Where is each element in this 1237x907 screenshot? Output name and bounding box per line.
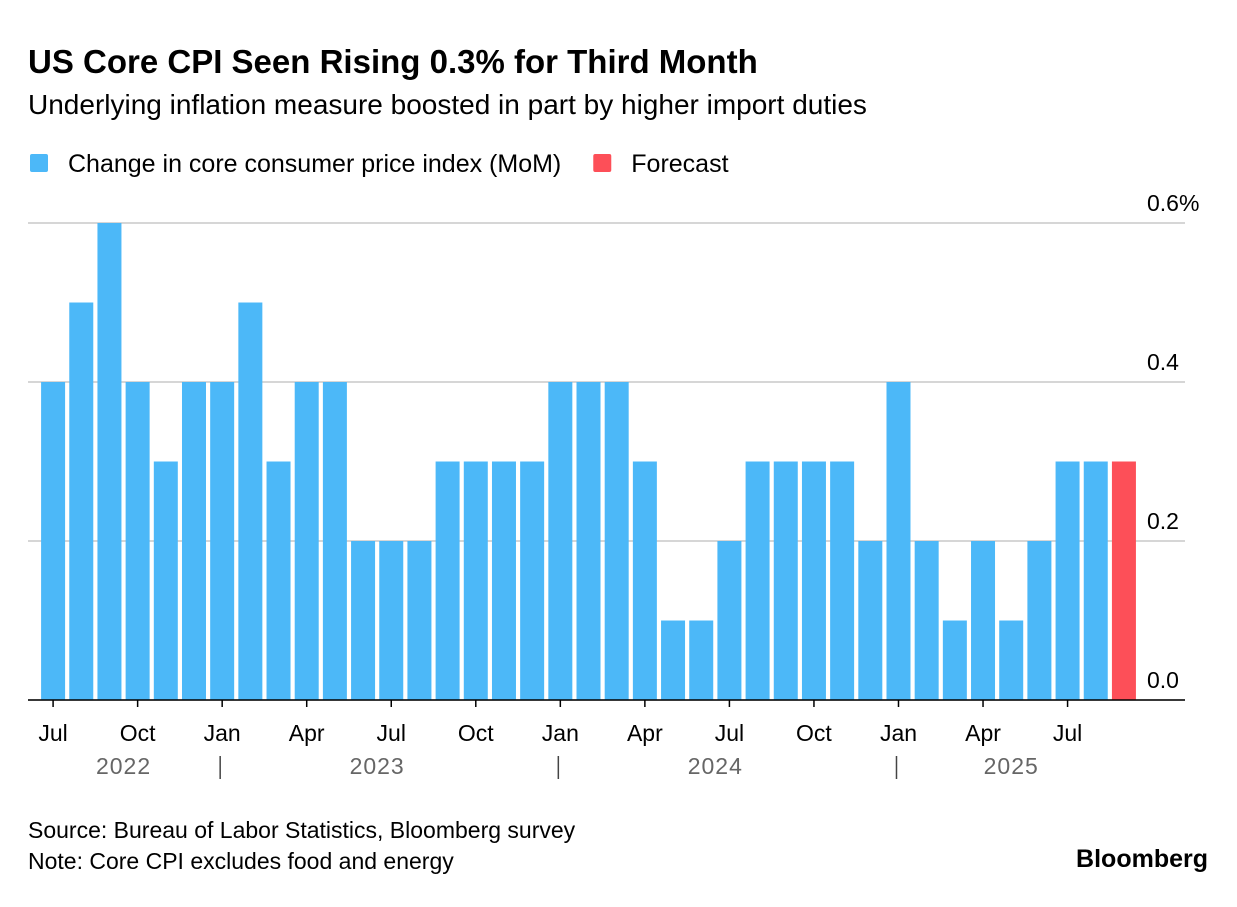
x-tick-label: Oct (458, 720, 494, 746)
bar (491, 461, 516, 700)
year-label: 2025 (984, 753, 1039, 779)
year-label: 2024 (688, 753, 743, 779)
bar (1027, 541, 1052, 700)
x-tick-label: Jul (1053, 720, 1082, 746)
bar (1083, 461, 1108, 700)
source: Source: Bureau of Labor Statistics, Bloo… (28, 817, 576, 843)
x-tick-label: Apr (627, 720, 663, 746)
bar (914, 541, 939, 700)
bar (548, 382, 573, 700)
bar (999, 620, 1024, 700)
bar (181, 382, 206, 700)
x-tick-label: Jan (880, 720, 917, 746)
brand: Bloomberg (1076, 845, 1208, 873)
bar (830, 461, 855, 700)
bar (1111, 461, 1136, 700)
bar (463, 461, 488, 700)
x-tick-label: Jan (204, 720, 241, 746)
y-tick-label: 0.6% (1147, 190, 1199, 216)
legend-label: Change in core consumer price index (MoM… (68, 150, 561, 178)
chart-subtitle: Underlying inflation measure boosted in … (28, 89, 867, 120)
bar (351, 541, 376, 700)
bar (520, 461, 545, 700)
bar (858, 541, 883, 700)
bar (69, 302, 94, 700)
bar (604, 382, 629, 700)
bar (717, 541, 742, 700)
legend-swatch (30, 154, 48, 172)
bar (379, 541, 404, 700)
bar (294, 382, 319, 700)
bar (125, 382, 150, 700)
bar (97, 223, 122, 700)
x-tick-label: Jan (542, 720, 579, 746)
chart-title: US Core CPI Seen Rising 0.3% for Third M… (28, 43, 758, 80)
x-tick-label: Jul (377, 720, 406, 746)
bar (661, 620, 686, 700)
bar (435, 461, 460, 700)
x-tick-label: Jul (715, 720, 744, 746)
bar (773, 461, 798, 700)
bar (745, 461, 770, 700)
bar (689, 620, 714, 700)
x-tick-label: Apr (289, 720, 325, 746)
bar (407, 541, 432, 700)
y-tick-label: 0.0 (1147, 667, 1179, 693)
bar (153, 461, 178, 700)
x-tick-label: Apr (965, 720, 1001, 746)
legend-label: Forecast (631, 150, 728, 178)
bar (210, 382, 235, 700)
bar (322, 382, 347, 700)
bar (1055, 461, 1080, 700)
year-label: 2022 (96, 753, 151, 779)
bar (971, 541, 996, 700)
bar (41, 382, 66, 700)
bar (266, 461, 291, 700)
y-tick-label: 0.4 (1147, 349, 1179, 375)
x-tick-label: Oct (120, 720, 156, 746)
bar (886, 382, 911, 700)
bar (632, 461, 657, 700)
x-tick-label: Oct (796, 720, 832, 746)
y-tick-label: 0.2 (1147, 508, 1179, 534)
bar (576, 382, 601, 700)
note: Note: Core CPI excludes food and energy (28, 848, 454, 874)
x-tick-label: Jul (38, 720, 67, 746)
bar (238, 302, 263, 700)
legend-swatch (593, 154, 612, 172)
bar (801, 461, 826, 700)
bar (942, 620, 967, 700)
year-label: 2023 (350, 753, 405, 779)
